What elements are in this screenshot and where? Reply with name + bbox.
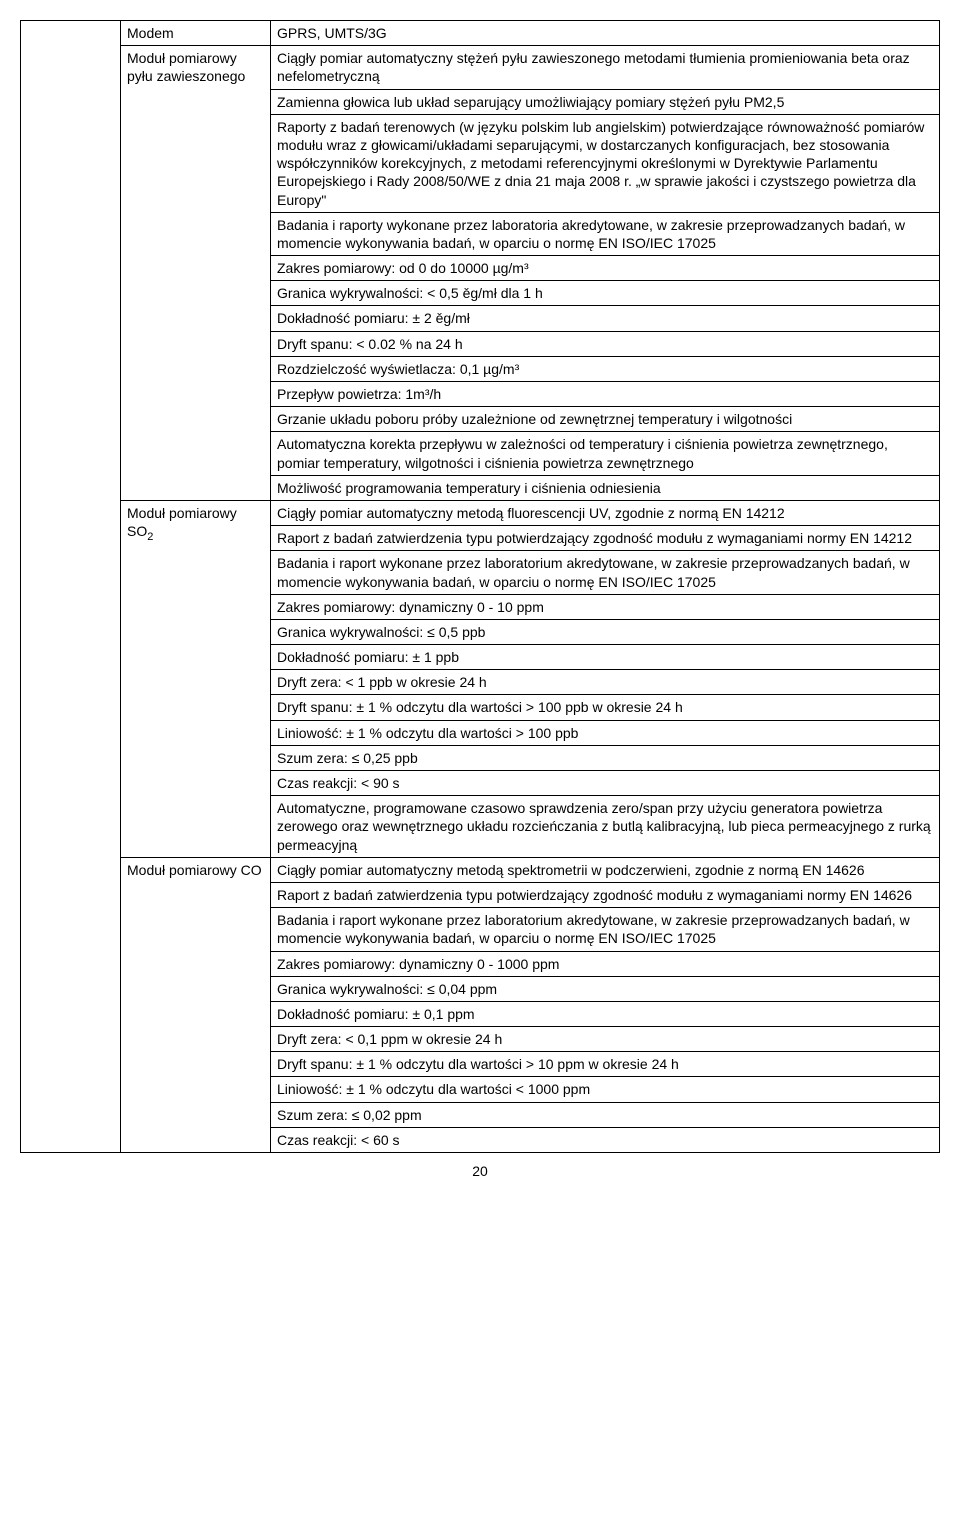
pylu-row: Grzanie układu poboru próby uzależnione … [271, 407, 940, 432]
co-row: Szum zera: ≤ 0,02 ppm [271, 1102, 940, 1127]
co-row: Dryft spanu: ± 1 % odczytu dla wartości … [271, 1052, 940, 1077]
co-row: Dokładność pomiaru: ± 0,1 ppm [271, 1001, 940, 1026]
pylu-row: Ciągły pomiar automatyczny stężeń pyłu z… [271, 46, 940, 89]
co-row: Raport z badań zatwierdzenia typu potwie… [271, 882, 940, 907]
co-row: Granica wykrywalności: ≤ 0,04 ppm [271, 976, 940, 1001]
pylu-row: Raporty z badań terenowych (w języku pol… [271, 114, 940, 212]
co-row: Ciągły pomiar automatyczny metodą spektr… [271, 857, 940, 882]
so2-row: Ciągły pomiar automatyczny metodą fluore… [271, 500, 940, 525]
pylu-row: Automatyczna korekta przepływu w zależno… [271, 432, 940, 475]
pylu-row: Dryft spanu: < 0.02 % na 24 h [271, 331, 940, 356]
pylu-row: Badania i raporty wykonane przez laborat… [271, 212, 940, 255]
modem-content: GPRS, UMTS/3G [271, 21, 940, 46]
so2-row: Szum zera: ≤ 0,25 ppb [271, 745, 940, 770]
so2-row: Automatyczne, programowane czasowo spraw… [271, 796, 940, 858]
so2-row: Dryft zera: < 1 ppb w okresie 24 h [271, 670, 940, 695]
so2-row: Dokładność pomiaru: ± 1 ppb [271, 645, 940, 670]
spec-table: ModemGPRS, UMTS/3GModuł pomiarowy pyłu z… [20, 20, 940, 1153]
pylu-row: Przepływ powietrza: 1m³/h [271, 382, 940, 407]
so2-row: Liniowość: ± 1 % odczytu dla wartości > … [271, 720, 940, 745]
co-row: Zakres pomiarowy: dynamiczny 0 - 1000 pp… [271, 951, 940, 976]
co-label: Moduł pomiarowy CO [121, 857, 271, 1152]
pylu-row: Dokładność pomiaru: ± 2 ěg/mł [271, 306, 940, 331]
co-row: Badania i raport wykonane przez laborato… [271, 908, 940, 951]
page-number: 20 [20, 1163, 940, 1179]
pylu-row: Możliwość programowania temperatury i ci… [271, 475, 940, 500]
pylu-row: Zamienna głowica lub układ separujący um… [271, 89, 940, 114]
so2-row: Raport z badań zatwierdzenia typu potwie… [271, 526, 940, 551]
pylu-row: Rozdzielczość wyświetlacza: 0,1 µg/m³ [271, 356, 940, 381]
so2-row: Zakres pomiarowy: dynamiczny 0 - 10 ppm [271, 594, 940, 619]
so2-row: Czas reakcji: < 90 s [271, 771, 940, 796]
pylu-row: Granica wykrywalności: < 0,5 ěg/mł dla 1… [271, 281, 940, 306]
left-spacer-cell [21, 21, 121, 1153]
co-row: Dryft zera: < 0,1 ppm w okresie 24 h [271, 1027, 940, 1052]
so2-row: Badania i raport wykonane przez laborato… [271, 551, 940, 594]
co-row: Liniowość: ± 1 % odczytu dla wartości < … [271, 1077, 940, 1102]
pylu-label: Moduł pomiarowy pyłu zawieszonego [121, 46, 271, 501]
pylu-row: Zakres pomiarowy: od 0 do 10000 µg/m³ [271, 256, 940, 281]
so2-label: Moduł pomiarowy SO2 [121, 500, 271, 857]
so2-row: Dryft spanu: ± 1 % odczytu dla wartości … [271, 695, 940, 720]
so2-row: Granica wykrywalności: ≤ 0,5 ppb [271, 619, 940, 644]
modem-label: Modem [121, 21, 271, 46]
co-row: Czas reakcji: < 60 s [271, 1127, 940, 1152]
